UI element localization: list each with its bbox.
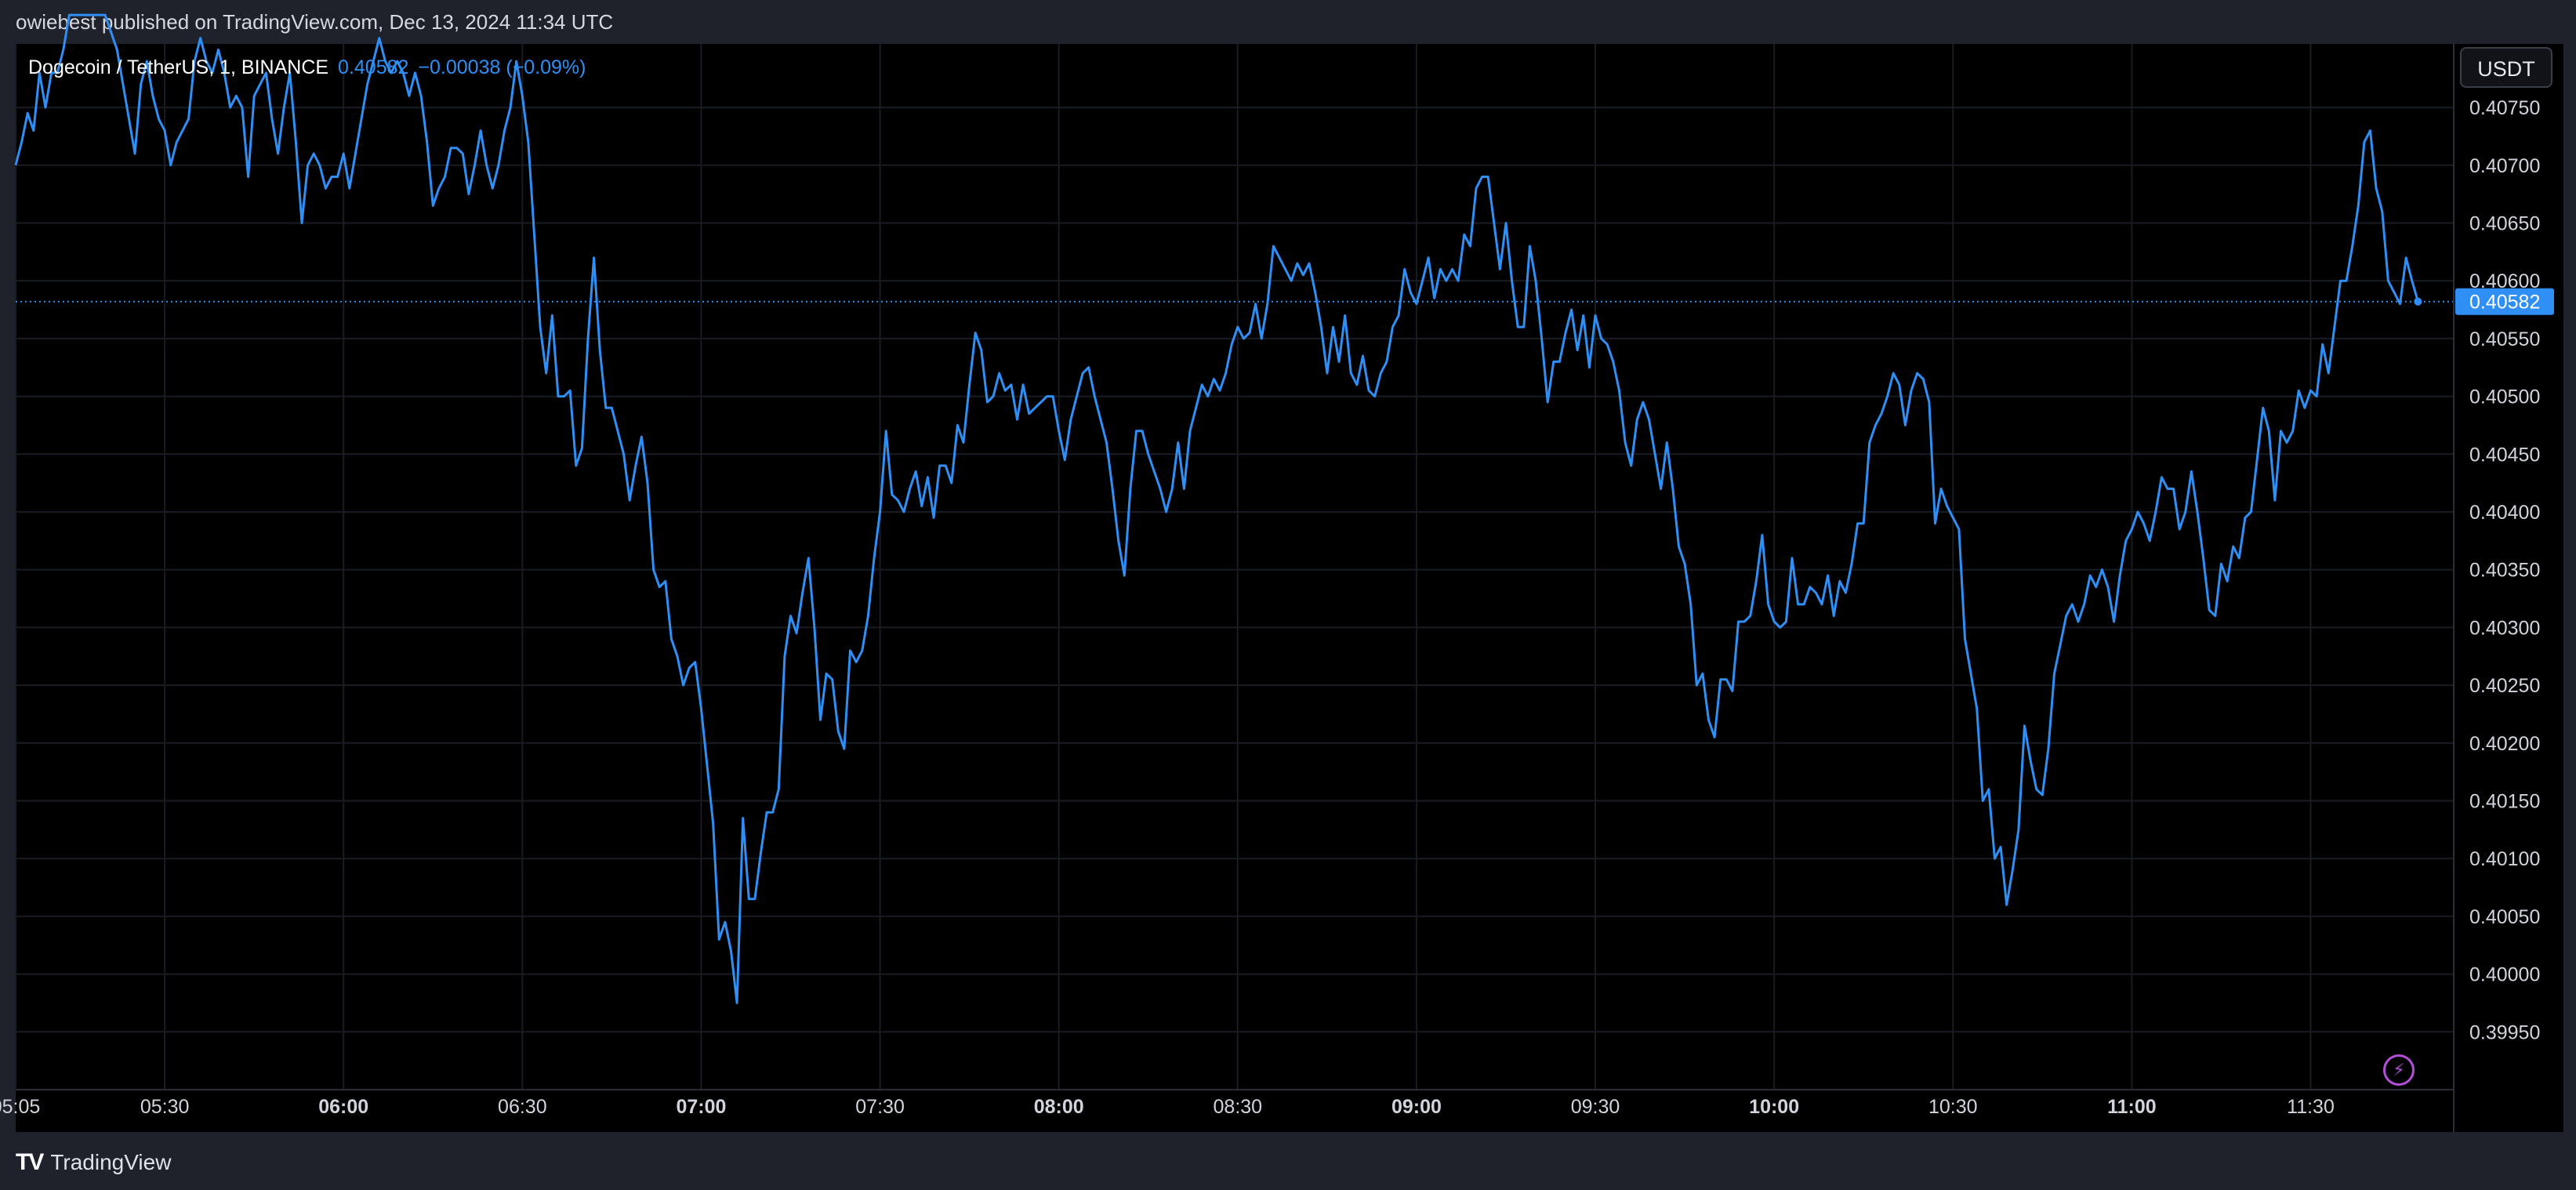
x-tick-label: 08:00 <box>1034 1096 1084 1118</box>
lightning-bolt-icon[interactable]: ⚡ <box>2383 1054 2415 1086</box>
y-tick-label: 0.40050 <box>2469 906 2540 928</box>
x-tick-label: 08:30 <box>1214 1096 1263 1118</box>
legend-change: −0.00038 (−0.09%) <box>418 56 586 78</box>
y-tick-label: 0.40200 <box>2469 733 2540 755</box>
y-tick-label: 0.40650 <box>2469 212 2540 234</box>
price-axis: 0.407500.407000.406500.406000.405500.405… <box>2453 44 2554 1132</box>
last-price-label: 0.40582 <box>2469 292 2540 314</box>
published-info: owiebest published on TradingView.com, D… <box>16 10 614 34</box>
currency-button[interactable]: USDT <box>2460 47 2552 88</box>
y-tick-label: 0.40500 <box>2469 386 2540 408</box>
x-tick-label: 11:30 <box>2287 1096 2335 1118</box>
y-tick-label: 0.40100 <box>2469 848 2540 870</box>
y-tick-label: 0.40750 <box>2469 97 2540 119</box>
time-axis: 05:05 05:30 06:00 06:30 07:00 07:30 08:00 08:30… <box>0 1089 2454 1118</box>
chart-legend: Dogecoin / TetherUS, 1, BINANCE 0.40582 … <box>28 52 586 83</box>
x-tick-label: 05:05 <box>0 1096 40 1118</box>
series-layer <box>14 13 2454 1004</box>
tradingview-logo-icon: TV <box>16 1149 44 1175</box>
x-tick-label: 09:30 <box>1571 1096 1620 1118</box>
x-tick-label: 05:30 <box>140 1096 190 1118</box>
y-tick-label: 0.40150 <box>2469 790 2540 812</box>
grid-layer <box>15 44 2454 1090</box>
y-tick-label: 0.40700 <box>2469 155 2540 177</box>
x-tick-label: 10:00 <box>1749 1096 1799 1118</box>
symbol-title[interactable]: Dogecoin / TetherUS, 1, BINANCE <box>28 56 329 78</box>
y-tick-label: 0.40450 <box>2469 444 2540 466</box>
y-tick-label: 0.39950 <box>2469 1021 2540 1043</box>
y-tick-label: 0.40000 <box>2469 964 2540 986</box>
footer-bar <box>0 1132 2576 1190</box>
y-tick-label: 0.40400 <box>2469 502 2540 524</box>
tradingview-logo[interactable]: TV TradingView <box>16 1149 171 1176</box>
x-tick-label: 10:30 <box>1928 1096 1978 1118</box>
y-tick-label: 0.40350 <box>2469 560 2540 582</box>
x-tick-label: 09:00 <box>1391 1096 1442 1118</box>
y-tick-label: 0.40250 <box>2469 675 2540 697</box>
chart-pane[interactable] <box>16 44 2563 1132</box>
x-tick-label: 06:00 <box>318 1096 368 1118</box>
x-tick-label: 07:30 <box>855 1096 905 1118</box>
publisher-bar: owiebest published on TradingView.com, D… <box>0 0 2576 44</box>
last-point-marker <box>2414 297 2422 306</box>
tradingview-brand: TradingView <box>50 1150 172 1174</box>
last-price-tag <box>2455 288 2554 315</box>
price-line[interactable] <box>14 13 2419 1004</box>
y-tick-label: 0.40550 <box>2469 328 2540 350</box>
legend-price: 0.40582 <box>338 56 409 78</box>
x-tick-label: 06:30 <box>498 1096 547 1118</box>
x-tick-label: 11:00 <box>2107 1096 2157 1118</box>
y-tick-label: 0.40300 <box>2469 617 2540 639</box>
x-tick-label: 07:00 <box>676 1096 726 1118</box>
